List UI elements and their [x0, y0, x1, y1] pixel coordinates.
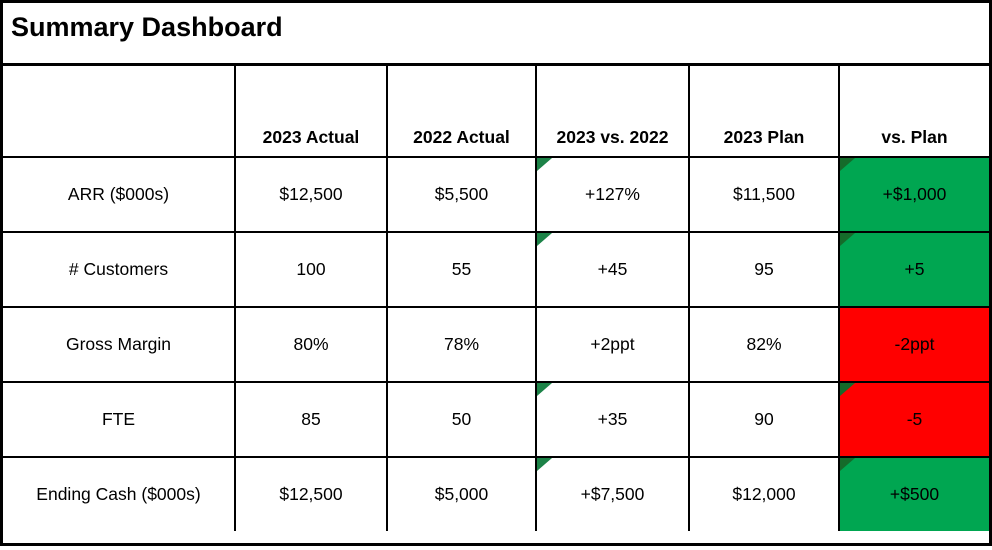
table-cell: $5,000: [386, 456, 537, 531]
corner-marker-icon: [841, 384, 855, 396]
table-cell: +45: [535, 231, 690, 308]
table-cell: $11,500: [688, 156, 840, 233]
column-header-vs-plan: vs. Plan: [838, 66, 989, 158]
table-row-fte: FTE 85 50 +35 90 -5: [3, 381, 989, 458]
corner-marker-icon: [538, 159, 552, 171]
summary-table: 2023 Actual 2022 Actual 2023 vs. 2022 20…: [3, 66, 989, 531]
table-row-arr: ARR ($000s) $12,500 $5,500 +127% $11,500…: [3, 156, 989, 233]
table-cell: $12,500: [234, 156, 388, 233]
status-cell-unfavorable: -5: [838, 381, 989, 458]
table-cell: 90: [688, 381, 840, 458]
corner-marker-icon: [841, 459, 855, 471]
table-cell: 95: [688, 231, 840, 308]
column-header-2023-vs-2022: 2023 vs. 2022: [535, 66, 690, 158]
corner-marker-icon: [538, 459, 552, 471]
row-label: # Customers: [3, 231, 236, 308]
row-label: Ending Cash ($000s): [3, 456, 236, 531]
table-cell: 78%: [386, 306, 537, 383]
table-cell: 80%: [234, 306, 388, 383]
table-cell: +2ppt: [535, 306, 690, 383]
table-cell: $12,000: [688, 456, 840, 531]
column-header-2022-actual: 2022 Actual: [386, 66, 537, 158]
status-cell-unfavorable: -2ppt: [838, 306, 989, 383]
table-cell: 50: [386, 381, 537, 458]
table-cell: +127%: [535, 156, 690, 233]
table-cell: 55: [386, 231, 537, 308]
row-label: Gross Margin: [3, 306, 236, 383]
status-cell-favorable: +$500: [838, 456, 989, 531]
column-header-2023-plan: 2023 Plan: [688, 66, 840, 158]
column-header-2023-actual: 2023 Actual: [234, 66, 388, 158]
table-row-customers: # Customers 100 55 +45 95 +5: [3, 231, 989, 308]
corner-marker-icon: [841, 159, 855, 171]
page-title: Summary Dashboard: [11, 12, 283, 42]
table-row-ending-cash: Ending Cash ($000s) $12,500 $5,000 +$7,5…: [3, 456, 989, 531]
table-cell: 100: [234, 231, 388, 308]
table-cell: $5,500: [386, 156, 537, 233]
header-row: 2023 Actual 2022 Actual 2023 vs. 2022 20…: [3, 66, 989, 158]
table-cell: $12,500: [234, 456, 388, 531]
table-cell: 82%: [688, 306, 840, 383]
column-header-blank: [3, 66, 236, 158]
title-bar: Summary Dashboard: [3, 3, 989, 66]
status-cell-favorable: +$1,000: [838, 156, 989, 233]
table-cell: +35: [535, 381, 690, 458]
table-cell: 85: [234, 381, 388, 458]
corner-marker-icon: [841, 234, 855, 246]
status-cell-favorable: +5: [838, 231, 989, 308]
table-cell: +$7,500: [535, 456, 690, 531]
corner-marker-icon: [538, 384, 552, 396]
row-label: FTE: [3, 381, 236, 458]
corner-marker-icon: [538, 234, 552, 246]
table-row-gross-margin: Gross Margin 80% 78% +2ppt 82% -2ppt: [3, 306, 989, 383]
row-label: ARR ($000s): [3, 156, 236, 233]
